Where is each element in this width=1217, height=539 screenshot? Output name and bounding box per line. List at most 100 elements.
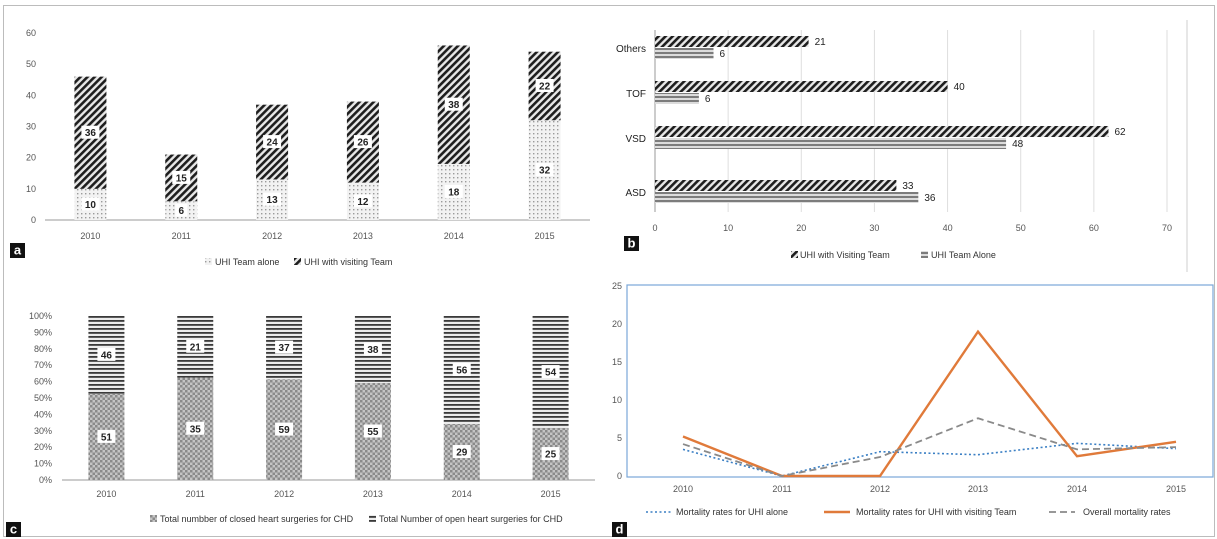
- a-label-alone-bg: [263, 192, 282, 206]
- c-label-closed: 25: [545, 450, 557, 461]
- c-label-open: 54: [545, 368, 557, 379]
- a-x-tick: 2015: [535, 231, 555, 241]
- a-panel-label-box: [10, 243, 25, 258]
- b-label-alone: 6: [705, 94, 711, 105]
- a-label-visiting: 26: [357, 138, 369, 149]
- c-y-tick: 60%: [34, 377, 52, 387]
- c-label-open-bg: [97, 347, 116, 361]
- b-category-label: TOF: [626, 89, 646, 100]
- b-label-visiting: 40: [954, 82, 966, 93]
- a-label-visiting: 22: [539, 81, 551, 92]
- c-y-tick: 100%: [29, 311, 52, 321]
- c-x-tick: 2012: [274, 489, 294, 499]
- c-y-tick: 90%: [34, 327, 52, 337]
- b-category-label: Others: [616, 44, 646, 55]
- c-label-closed: 29: [456, 448, 468, 459]
- c-label-closed-bg: [275, 422, 294, 436]
- c-y-tick: 50%: [34, 393, 52, 403]
- b-panel-label: b: [628, 236, 636, 251]
- c-label-closed: 59: [279, 425, 291, 436]
- a-label-visiting: 38: [448, 100, 460, 111]
- b-category-label: VSD: [625, 134, 646, 145]
- b-label-visiting: 21: [815, 37, 827, 48]
- b-bar-visiting: [655, 81, 948, 92]
- b-label-alone: 36: [924, 193, 936, 204]
- d-x-tick: 2014: [1067, 484, 1087, 494]
- a-label-alone: 18: [448, 187, 460, 198]
- b-x-tick: 20: [796, 223, 806, 233]
- c-panel-label-box: [6, 522, 21, 537]
- a-label-alone-bg: [353, 194, 372, 208]
- c-x-tick: 2013: [363, 489, 383, 499]
- a-x-tick: 2012: [262, 231, 282, 241]
- a-label-visiting-bg: [172, 170, 191, 184]
- c-label-closed-bg: [452, 445, 471, 459]
- d-x-tick: 2012: [870, 484, 890, 494]
- d-y-tick: 25: [612, 281, 622, 291]
- b-label-visiting: 33: [902, 181, 914, 192]
- a-legend-alone: UHI Team alone: [215, 257, 279, 267]
- a-legend-swatch-alone: [205, 258, 212, 265]
- d-legend-uhi-visiting: Mortality rates for UHI with visiting Te…: [856, 507, 1016, 517]
- a-label-alone: 10: [85, 200, 97, 211]
- a-label-alone-bg: [175, 203, 188, 217]
- a-y-tick: 0: [31, 215, 36, 225]
- b-bar-visiting: [655, 180, 897, 191]
- b-x-tick: 0: [652, 223, 657, 233]
- a-label-visiting-bg: [263, 135, 282, 149]
- c-label-closed: 55: [367, 427, 379, 438]
- c-x-tick: 2010: [96, 489, 116, 499]
- d-line-overall: [682, 417, 1177, 477]
- b-x-tick: 30: [869, 223, 879, 233]
- c-label-closed-bg: [186, 421, 205, 435]
- a-label-visiting-bg: [535, 78, 554, 92]
- b-bar-visiting: [655, 36, 809, 47]
- a-label-alone: 13: [267, 195, 279, 206]
- c-label-open: 21: [190, 342, 202, 353]
- a-label-alone: 32: [539, 166, 551, 177]
- c-label-closed-bg: [363, 424, 382, 438]
- c-label-open-bg: [186, 339, 205, 353]
- c-legend-open: Total Number of open heart surgeries for…: [379, 514, 563, 524]
- a-x-tick: 2010: [80, 231, 100, 241]
- c-legend-swatch-open: [369, 515, 376, 522]
- c-y-tick: 0%: [39, 475, 52, 485]
- a-panel-label: a: [14, 243, 22, 258]
- a-x-tick: 2014: [444, 231, 464, 241]
- a-label-visiting-bg: [444, 97, 463, 111]
- d-panel-label: d: [616, 522, 624, 537]
- d-y-tick: 10: [612, 395, 622, 405]
- a-y-tick: 60: [26, 28, 36, 38]
- a-y-tick: 10: [26, 184, 36, 194]
- a-y-tick: 30: [26, 122, 36, 132]
- d-x-tick: 2011: [772, 484, 791, 494]
- d-x-tick: 2010: [673, 484, 693, 494]
- d-y-tick: 20: [612, 319, 622, 329]
- figure-frame: [3, 5, 1215, 537]
- b-bar-visiting: [655, 126, 1109, 137]
- c-label-closed-bg: [97, 429, 116, 443]
- b-legend-alone: UHI Team Alone: [931, 250, 996, 260]
- c-x-tick: 2015: [541, 489, 561, 499]
- d-y-tick: 0: [617, 471, 622, 481]
- d-y-tick: 15: [612, 357, 622, 367]
- c-y-tick: 10%: [34, 459, 52, 469]
- c-x-tick: 2011: [186, 489, 205, 499]
- c-panel-label: c: [10, 522, 17, 537]
- c-label-open: 37: [279, 343, 291, 354]
- d-panel-label-box: [612, 522, 627, 537]
- c-legend-closed: Total numbber of closed heart surgeries …: [160, 514, 354, 524]
- c-label-open-bg: [541, 365, 560, 379]
- b-x-tick: 40: [943, 223, 953, 233]
- c-y-tick: 30%: [34, 426, 52, 436]
- a-label-alone: 12: [357, 197, 369, 208]
- d-legend-uhi-alone: Mortality rates for UHI alone: [676, 507, 788, 517]
- c-x-tick: 2014: [452, 489, 472, 499]
- c-y-tick: 20%: [34, 442, 52, 452]
- b-panel-label-box: [624, 236, 639, 251]
- a-label-visiting-bg: [81, 125, 100, 139]
- a-label-visiting: 36: [85, 128, 97, 139]
- a-x-tick: 2011: [172, 231, 191, 241]
